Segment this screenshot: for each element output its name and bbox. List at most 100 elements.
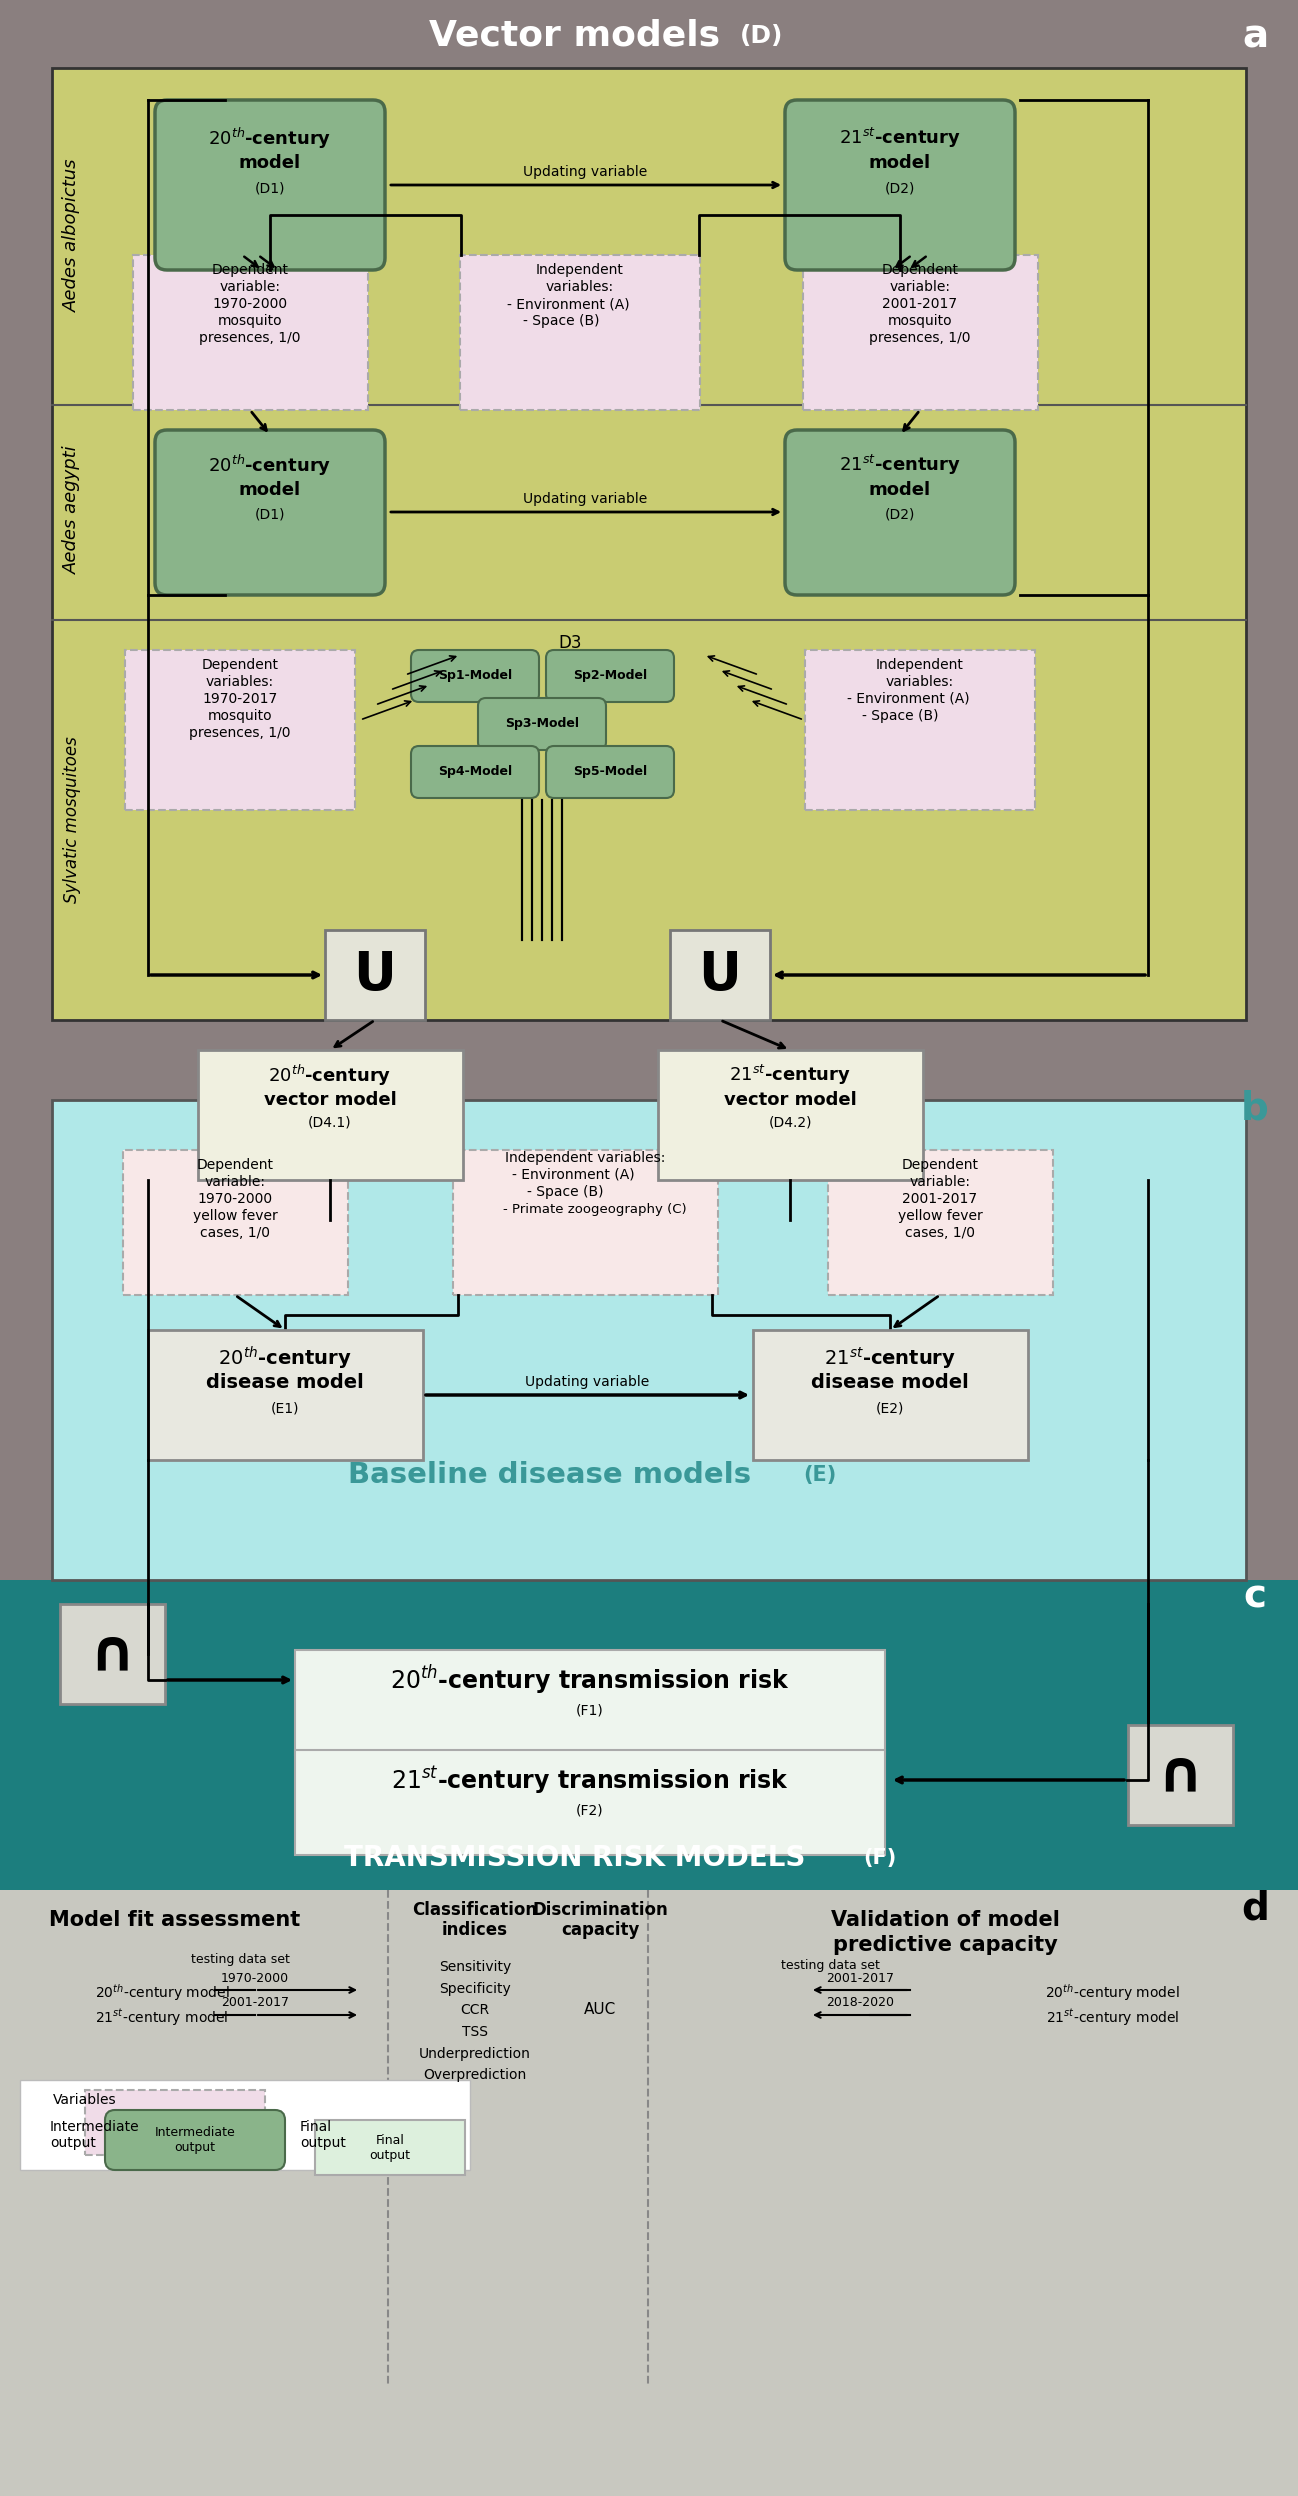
Bar: [0, 0, 1298, 67]
Text: variable:: variable:: [219, 280, 280, 295]
FancyBboxPatch shape: [478, 699, 606, 749]
Text: b: b: [1241, 1088, 1269, 1128]
Text: Independent: Independent: [536, 262, 624, 277]
Bar: [459, 255, 700, 409]
Text: testing data set: testing data set: [191, 1954, 289, 1967]
Text: (E): (E): [803, 1465, 837, 1485]
Text: (F): (F): [863, 1847, 897, 1867]
Text: Sylvatic mosquitoes: Sylvatic mosquitoes: [64, 736, 80, 904]
Text: variables:: variables:: [546, 280, 614, 295]
Text: (F2): (F2): [576, 1802, 604, 1817]
Text: $20^{th}$-century: $20^{th}$-century: [209, 452, 332, 477]
Bar: [295, 1750, 885, 1855]
Text: $21^{st}$-century model: $21^{st}$-century model: [95, 2007, 228, 2029]
Bar: [0, 1021, 1298, 1580]
Text: 1970-2000: 1970-2000: [197, 1193, 273, 1206]
Text: Final
output: Final output: [300, 2119, 345, 2149]
Text: (D): (D): [740, 25, 784, 47]
Text: d: d: [1241, 1889, 1269, 1927]
Text: (D1): (D1): [254, 182, 286, 195]
Text: mosquito: mosquito: [888, 314, 953, 327]
FancyBboxPatch shape: [411, 649, 539, 701]
Text: yellow fever: yellow fever: [898, 1208, 983, 1223]
Text: 1970-2017: 1970-2017: [202, 691, 278, 706]
Text: 1970-2000: 1970-2000: [221, 1972, 289, 1984]
Text: (E2): (E2): [876, 1400, 905, 1415]
Text: Updating variable: Updating variable: [523, 165, 648, 180]
Text: Validation of model
predictive capacity: Validation of model predictive capacity: [831, 1909, 1059, 1954]
Text: D3: D3: [558, 634, 582, 651]
Text: Baseline disease models: Baseline disease models: [348, 1460, 752, 1490]
Text: ∩: ∩: [88, 1625, 136, 1682]
Text: c: c: [1243, 1577, 1267, 1615]
Bar: [802, 255, 1037, 409]
Text: $21^{st}$-century: $21^{st}$-century: [824, 1345, 957, 1370]
Text: Variables: Variables: [53, 2094, 117, 2107]
Text: Intermediate
output: Intermediate output: [154, 2127, 235, 2154]
FancyBboxPatch shape: [105, 2109, 286, 2169]
Text: Discrimination
capacity: Discrimination capacity: [532, 1899, 668, 1939]
Text: a: a: [1242, 17, 1268, 55]
Text: model: model: [868, 482, 931, 499]
Text: $21^{st}$-century model: $21^{st}$-century model: [1046, 2007, 1180, 2029]
Bar: [52, 1101, 1246, 1580]
Text: Independent: Independent: [876, 659, 964, 671]
Text: Dependent: Dependent: [212, 262, 288, 277]
Text: $21^{st}$-century: $21^{st}$-century: [729, 1063, 851, 1088]
Text: (D2): (D2): [885, 509, 915, 522]
Text: $21^{st}$-century transmission risk: $21^{st}$-century transmission risk: [391, 1765, 789, 1795]
FancyBboxPatch shape: [546, 746, 674, 799]
Text: Model fit assessment: Model fit assessment: [49, 1909, 301, 1929]
Text: Sp2-Model: Sp2-Model: [572, 669, 648, 681]
Bar: [0, 1580, 1298, 1889]
Text: Updating variable: Updating variable: [523, 492, 648, 507]
Text: Dependent: Dependent: [902, 1158, 979, 1173]
Text: model: model: [868, 155, 931, 172]
Text: presences, 1/0: presences, 1/0: [870, 332, 971, 344]
Text: variables:: variables:: [887, 674, 954, 689]
Text: cases, 1/0: cases, 1/0: [905, 1226, 975, 1241]
Text: variables:: variables:: [206, 674, 274, 689]
Bar: [84, 2089, 265, 2154]
FancyBboxPatch shape: [411, 746, 539, 799]
Text: (F1): (F1): [576, 1702, 604, 1717]
Text: 2001-2017: 2001-2017: [883, 297, 958, 312]
Bar: [0, 1889, 1298, 2496]
Text: Sp5-Model: Sp5-Model: [572, 766, 648, 779]
Text: 2001-2017: 2001-2017: [826, 1972, 894, 1984]
Text: (D4.2): (D4.2): [768, 1116, 811, 1131]
FancyBboxPatch shape: [154, 100, 386, 270]
Text: Final
output: Final output: [370, 2134, 410, 2162]
Bar: [52, 67, 1246, 1021]
Text: $20^{th}$-century model: $20^{th}$-century model: [95, 1982, 230, 2004]
Text: disease model: disease model: [206, 1373, 363, 1390]
Text: - Environment (A): - Environment (A): [506, 297, 630, 312]
Text: Intermediate
output: Intermediate output: [51, 2119, 140, 2149]
Text: Classification
indices: Classification indices: [413, 1899, 537, 1939]
Text: model: model: [239, 482, 301, 499]
Text: $20^{th}$-century: $20^{th}$-century: [269, 1063, 392, 1088]
Bar: [1128, 1725, 1233, 1825]
Text: disease model: disease model: [811, 1373, 968, 1390]
Text: Updating variable: Updating variable: [524, 1375, 649, 1388]
Text: 2001-2017: 2001-2017: [221, 1997, 289, 2009]
Text: $20^{th}$-century transmission risk: $20^{th}$-century transmission risk: [389, 1662, 790, 1697]
Text: - Environment (A): - Environment (A): [846, 691, 970, 706]
Text: variable:: variable:: [910, 1176, 971, 1188]
Bar: [828, 1151, 1053, 1295]
Text: 1970-2000: 1970-2000: [213, 297, 288, 312]
Text: variable:: variable:: [889, 280, 950, 295]
Bar: [315, 2119, 465, 2174]
Text: U: U: [353, 948, 396, 1001]
Text: presences, 1/0: presences, 1/0: [190, 726, 291, 739]
Text: variable:: variable:: [205, 1176, 266, 1188]
Bar: [125, 649, 354, 811]
FancyBboxPatch shape: [785, 100, 1015, 270]
Bar: [658, 1051, 923, 1181]
FancyBboxPatch shape: [785, 429, 1015, 594]
Text: - Space (B): - Space (B): [862, 709, 938, 724]
Bar: [670, 931, 770, 1021]
Text: $20^{th}$-century: $20^{th}$-century: [218, 1345, 352, 1373]
Text: $21^{st}$-century: $21^{st}$-century: [839, 125, 961, 150]
Text: Sp1-Model: Sp1-Model: [437, 669, 513, 681]
